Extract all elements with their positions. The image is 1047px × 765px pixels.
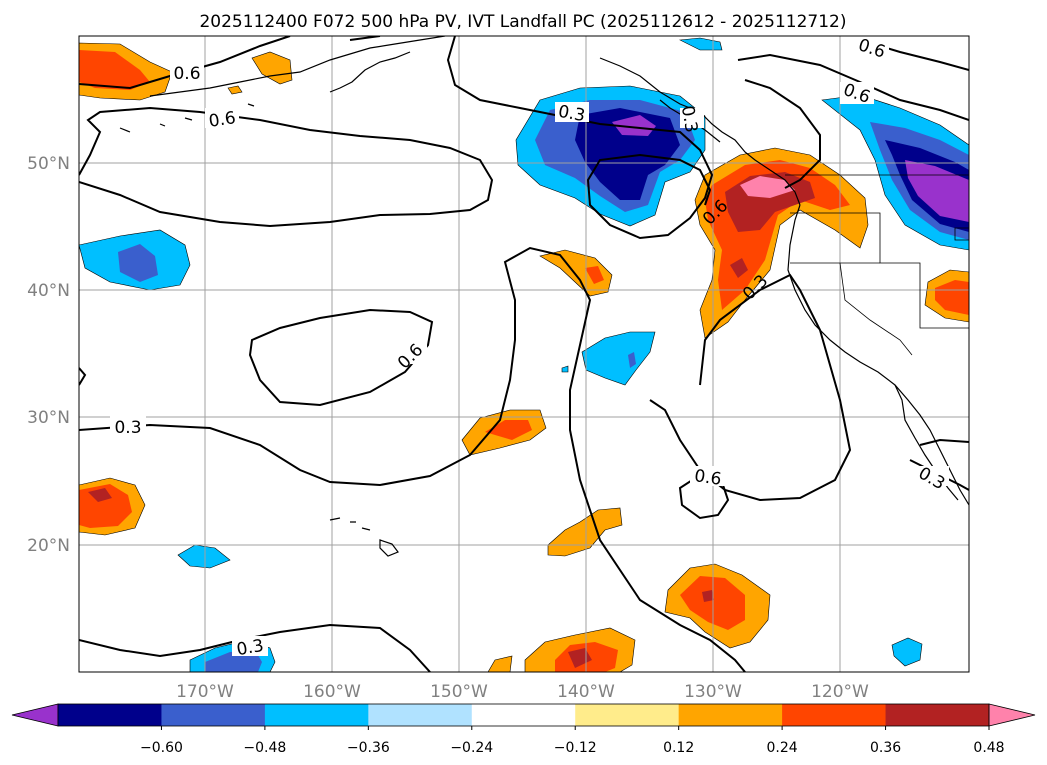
colorbar-tick-label: 0.12 [663, 740, 694, 756]
colorbar-cell [368, 704, 473, 726]
lon-label: 140°W [557, 682, 615, 702]
latitude-labels: 50°N 40°N 30°N 20°N [27, 154, 70, 556]
contour-label: 0.3 [235, 636, 265, 660]
colorbar-cell [885, 704, 990, 726]
figure-title: 2025112400 F072 500 hPa PV, IVT Landfall… [199, 12, 846, 32]
contour-label: 0.3 [114, 418, 141, 438]
colorbar: −0.60 −0.48 −0.36 −0.24 −0.12 0.12 0.24 0.36 0.4… [11, 703, 1036, 756]
colorbar-cell [264, 704, 369, 726]
colorbar-tick-label: 0.36 [870, 740, 901, 756]
contour-label: 0.3 [557, 102, 587, 126]
colorbar-frame [57, 703, 990, 727]
contour-label: 0.6 [693, 466, 723, 490]
colorbar-cell [575, 704, 680, 726]
colorbar-cell [471, 704, 576, 726]
gridlines [79, 36, 969, 672]
colorbar-cell [782, 704, 887, 726]
colorbar-tick-label: 0.24 [767, 740, 798, 756]
longitude-labels: 170°W 160°W 150°W 140°W 130°W 120°W [176, 682, 869, 702]
lat-label: 50°N [27, 154, 70, 174]
colorbar-tick-label: 0.48 [973, 740, 1004, 756]
lat-label: 20°N [27, 536, 70, 556]
colorbar-cell [161, 704, 266, 726]
colorbar-cell [678, 704, 783, 726]
colorbar-tick-label: −0.48 [243, 740, 286, 756]
lon-label: 170°W [176, 682, 234, 702]
colorbar-tick-label: −0.36 [347, 740, 390, 756]
lon-label: 130°W [684, 682, 742, 702]
colorbar-extend-low [11, 703, 59, 727]
lon-label: 120°W [811, 682, 869, 702]
lon-label: 150°W [430, 682, 488, 702]
contour-label: 0.6 [207, 108, 237, 132]
colorbar-extend-high [988, 703, 1036, 727]
lon-label: 160°W [303, 682, 361, 702]
lat-label: 30°N [27, 408, 70, 428]
contour-label: 0.6 [173, 64, 200, 84]
colorbar-tick-label: −0.24 [450, 740, 493, 756]
map-frame [78, 35, 970, 673]
contour-label: 0.3 [677, 104, 701, 134]
colorbar-tick-label: −0.12 [554, 740, 597, 756]
lat-label: 40°N [27, 281, 70, 301]
colorbar-tick-label: −0.60 [140, 740, 183, 756]
colorbar-cell [58, 704, 162, 726]
